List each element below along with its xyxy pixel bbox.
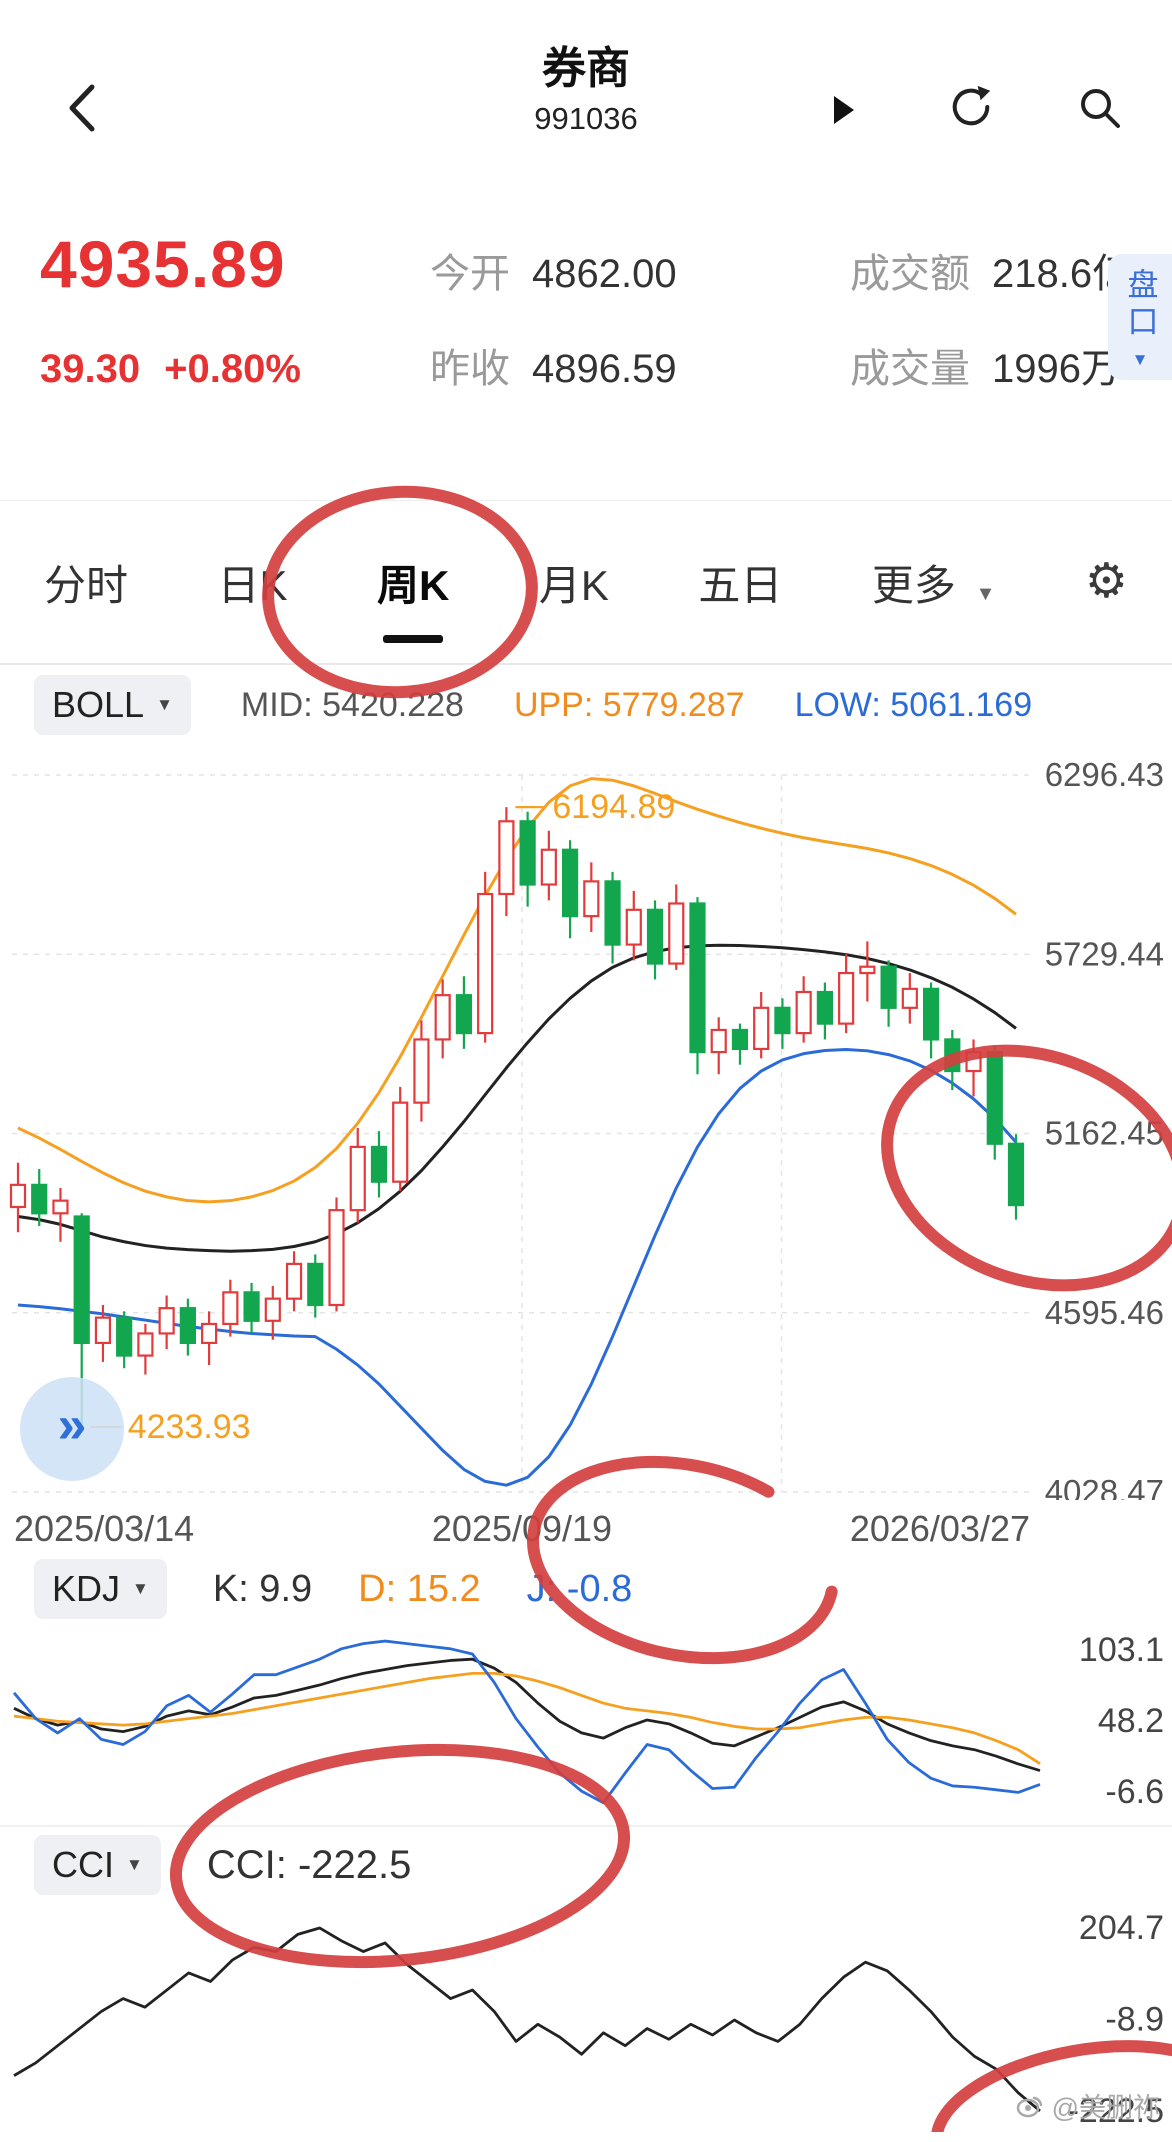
tab-more-label: 更多 xyxy=(871,561,956,609)
next-stock-button[interactable] xyxy=(832,94,856,129)
pankou-label: 盘口 xyxy=(1122,268,1158,342)
svg-text:5162.45: 5162.45 xyxy=(1045,1115,1164,1152)
kdj-selector-label: KDJ xyxy=(52,1568,121,1609)
volume-value: 1996万 xyxy=(992,347,1121,391)
price-change: 39.30 +0.80% xyxy=(40,347,430,392)
date-end: 2026/03/27 xyxy=(849,1508,1030,1549)
kdj-indicator-bar: KDJ ▼ K: 9.9 D: 15.2 J: -0.8 xyxy=(0,1558,1172,1620)
boll-mid-value: MID: 5420.228 xyxy=(240,685,464,724)
kdj-chart-svg: 103.1 48.2 -6.6 xyxy=(12,1631,1164,1811)
title-block: 券商 991036 xyxy=(534,42,637,140)
tab-five-day[interactable]: 五日 xyxy=(698,552,782,613)
settings-gear-icon[interactable]: ⚙ xyxy=(1084,555,1128,608)
period-tab-bar: 分时 日K 周K 月K 五日 更多 ▼ ⚙ xyxy=(0,500,1172,665)
candlestick-chart-svg: 6296.43 5729.44 5162.45 4595.46 4028.47 6194.… xyxy=(9,756,1164,1510)
chevron-down-icon: ▼ xyxy=(132,1579,149,1598)
kdj-selector[interactable]: KDJ ▼ xyxy=(34,1559,167,1619)
cci-value: CCI: -222.5 xyxy=(206,1842,412,1887)
svg-text:103.1: 103.1 xyxy=(1079,1631,1164,1669)
date-start: 2025/03/14 xyxy=(14,1508,195,1549)
svg-text:5729.44: 5729.44 xyxy=(1045,935,1164,972)
back-button[interactable] xyxy=(64,82,98,137)
svg-text:-6.6: -6.6 xyxy=(1105,1773,1164,1811)
play-triangle-icon xyxy=(834,96,854,124)
boll-selector[interactable]: BOLL ▼ xyxy=(34,675,191,735)
boll-selector-label: BOLL xyxy=(52,684,145,725)
pankou-tab[interactable]: 盘口 ▼ xyxy=(1108,254,1172,380)
tab-monthly-k[interactable]: 月K xyxy=(539,552,609,613)
main-candlestick-chart[interactable]: 6296.43 5729.44 5162.45 4595.46 4028.47 6194.… xyxy=(0,745,1172,1510)
cci-chart-panel[interactable]: 204.7 -8.9 -222.5 xyxy=(0,1903,1172,2142)
change-percent: +0.80% xyxy=(164,347,301,391)
svg-text:4595.46: 4595.46 xyxy=(1045,1294,1164,1331)
weibo-logo-icon xyxy=(1016,2096,1042,2117)
svg-text:4233.93: 4233.93 xyxy=(128,1408,251,1446)
volume-label: 成交量 xyxy=(850,347,970,391)
x-axis-dates: 2025/03/14 2025/09/19 2026/03/27 xyxy=(0,1500,1172,1558)
tab-daily-k[interactable]: 日K xyxy=(218,552,288,613)
watermark-text: @美删祢 xyxy=(1051,2093,1160,2123)
boll-low-value: LOW: 5061.169 xyxy=(794,685,1033,724)
refresh-button[interactable] xyxy=(948,84,994,133)
chevron-down-icon: ▼ xyxy=(156,695,173,714)
kdj-j-value: J: -0.8 xyxy=(526,1567,633,1610)
change-amount: 39.30 xyxy=(40,347,141,391)
back-chevron-icon xyxy=(69,84,95,132)
tab-weekly-k[interactable]: 周K xyxy=(377,552,450,643)
tab-weekly-k-label: 周K xyxy=(377,561,450,609)
kdj-k-value: K: 9.9 xyxy=(212,1567,313,1610)
stock-code: 991036 xyxy=(534,101,638,136)
search-icon xyxy=(1081,89,1120,128)
svg-text:204.7: 204.7 xyxy=(1079,1909,1164,1947)
turnover-label: 成交额 xyxy=(850,252,970,296)
chevron-down-icon: ▼ xyxy=(975,582,996,605)
refresh-icon xyxy=(952,85,991,126)
tab-intraday[interactable]: 分时 xyxy=(44,552,128,613)
open-label: 今开 xyxy=(430,252,510,296)
svg-text:6194.89: 6194.89 xyxy=(552,788,675,826)
cci-chart-svg: 204.7-8.9-222.5 xyxy=(13,1909,1164,2130)
boll-indicator-bar: BOLL ▼ MID: 5420.228 UPP: 5779.287 LOW: … xyxy=(0,665,1172,745)
boll-upp-value: UPP: 5779.287 xyxy=(513,685,745,724)
header: 券商 991036 xyxy=(0,0,1172,190)
cci-selector-label: CCI xyxy=(52,1844,114,1885)
cci-selector[interactable]: CCI ▼ xyxy=(34,1835,161,1895)
quote-section: 4935.89 今开 4862.00 成交额 218.6亿 39.30 +0.8… xyxy=(0,190,1172,500)
date-middle: 2025/09/19 xyxy=(431,1508,613,1549)
current-price: 4935.89 xyxy=(40,227,286,301)
weibo-watermark: @美删祢 xyxy=(1016,2086,1160,2125)
tab-more[interactable]: 更多 ▼ xyxy=(872,552,995,613)
prev-close-label: 昨收 xyxy=(430,347,510,391)
search-button[interactable] xyxy=(1076,84,1122,133)
prev-close-value: 4896.59 xyxy=(532,347,677,391)
kdj-d-value: D: 15.2 xyxy=(358,1567,481,1610)
svg-text:6296.43: 6296.43 xyxy=(1045,756,1164,793)
kdj-chart-panel[interactable]: 103.1 48.2 -6.6 xyxy=(0,1620,1172,1825)
chevron-down-icon: ▼ xyxy=(1131,350,1149,369)
svg-text:4028.47: 4028.47 xyxy=(1045,1473,1164,1500)
open-value: 4862.00 xyxy=(532,252,677,296)
cci-indicator-bar: CCI ▼ CCI: -222.5 xyxy=(0,1825,1172,1903)
chevron-down-icon: ▼ xyxy=(126,1855,143,1874)
expand-button[interactable]: » xyxy=(20,1377,124,1481)
svg-text:48.2: 48.2 xyxy=(1098,1702,1164,1740)
svg-text:-8.9: -8.9 xyxy=(1105,2001,1164,2039)
page-title: 券商 xyxy=(541,44,630,93)
active-tab-indicator xyxy=(383,634,444,643)
